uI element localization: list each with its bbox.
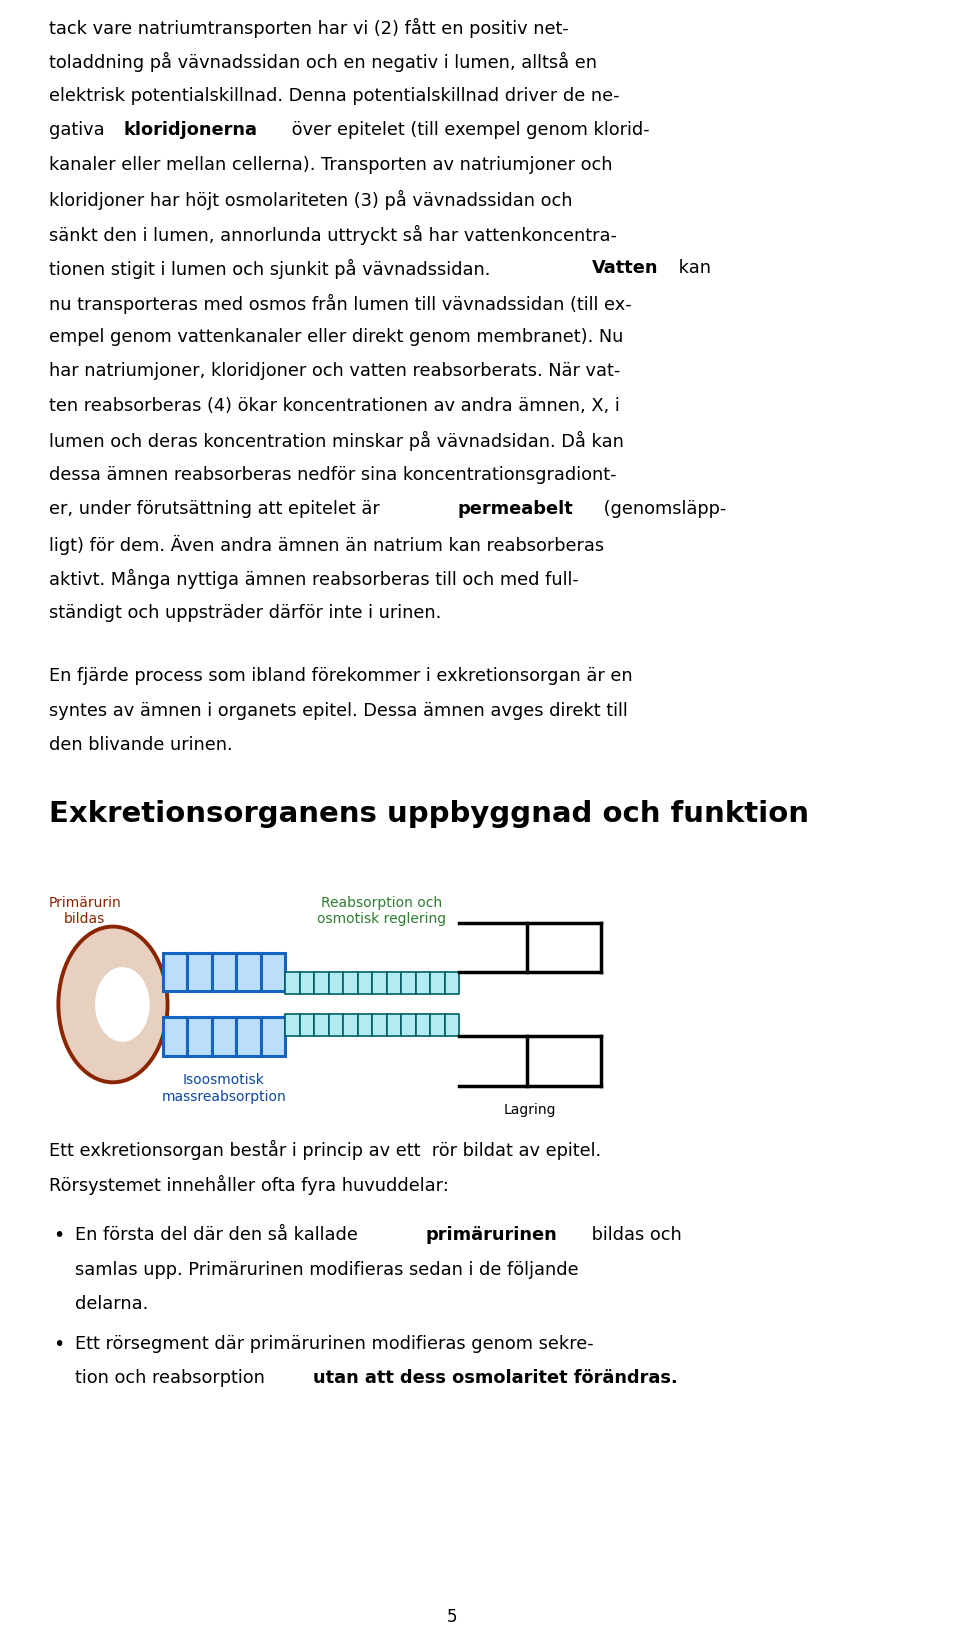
Bar (328, 1015, 344, 1037)
Bar (344, 1015, 358, 1037)
Bar (430, 1015, 444, 1037)
Text: har natriumjoner, kloridjoner och vatten reabsorberats. När vat-: har natriumjoner, kloridjoner och vatten… (49, 362, 620, 380)
Text: lumen och deras koncentration minskar på vävnadsidan. Då kan: lumen och deras koncentration minskar på… (49, 430, 624, 452)
Bar (314, 1015, 328, 1037)
Text: Ett rörsegment där primärurinen modifieras genom sekre-: Ett rörsegment där primärurinen modifier… (75, 1333, 594, 1351)
Text: (genomsläpp-: (genomsläpp- (598, 500, 727, 518)
Text: kan: kan (673, 259, 710, 277)
Bar (444, 973, 460, 994)
Text: Lagring: Lagring (504, 1102, 556, 1117)
Text: ligt) för dem. Även andra ämnen än natrium kan reabsorberas: ligt) för dem. Även andra ämnen än natri… (49, 535, 604, 554)
Text: kanaler eller mellan cellerna). Transporten av natriumjoner och: kanaler eller mellan cellerna). Transpor… (49, 155, 612, 174)
Text: ständigt och uppsträder därför inte i urinen.: ständigt och uppsträder därför inte i ur… (49, 603, 442, 621)
Bar (387, 1015, 401, 1037)
Bar (416, 973, 430, 994)
Text: elektrisk potentialskillnad. Denna potentialskillnad driver de ne-: elektrisk potentialskillnad. Denna poten… (49, 86, 619, 104)
Bar (401, 1015, 416, 1037)
Text: tionen stigit i lumen och sjunkit på vävnadssidan.: tionen stigit i lumen och sjunkit på väv… (49, 259, 496, 279)
Bar (261, 954, 285, 993)
Bar (187, 1017, 212, 1056)
Bar (328, 973, 344, 994)
Bar (430, 973, 444, 994)
Text: empel genom vattenkanaler eller direkt genom membranet). Nu: empel genom vattenkanaler eller direkt g… (49, 328, 623, 346)
Bar (187, 954, 212, 993)
Text: Rörsystemet innehåller ofta fyra huvuddelar:: Rörsystemet innehåller ofta fyra huvudde… (49, 1174, 449, 1195)
Bar (212, 1017, 236, 1056)
Text: Vatten: Vatten (592, 259, 659, 277)
Text: gativa: gativa (49, 121, 110, 139)
Text: tack vare natriumtransporten har vi (2) fått en positiv net-: tack vare natriumtransporten har vi (2) … (49, 18, 568, 37)
Bar (285, 1015, 300, 1037)
Bar (300, 1015, 314, 1037)
Bar (300, 973, 314, 994)
Bar (358, 1015, 372, 1037)
Text: Primärurin
bildas: Primärurin bildas (48, 895, 121, 926)
Bar (416, 1015, 430, 1037)
Text: ten reabsorberas (4) ökar koncentrationen av andra ämnen, X, i: ten reabsorberas (4) ökar koncentratione… (49, 396, 620, 414)
Bar (285, 973, 300, 994)
Text: nu transporteras med osmos från lumen till vävnadssidan (till ex-: nu transporteras med osmos från lumen ti… (49, 293, 632, 313)
Ellipse shape (95, 968, 150, 1042)
Bar (236, 954, 261, 993)
Text: dessa ämnen reabsorberas nedför sina koncentrationsgradiont-: dessa ämnen reabsorberas nedför sina kon… (49, 466, 616, 484)
Text: sänkt den i lumen, annorlunda uttryckt så har vattenkoncentra-: sänkt den i lumen, annorlunda uttryckt s… (49, 225, 617, 244)
Bar (261, 1017, 285, 1056)
Bar (372, 1015, 387, 1037)
Text: kloridjoner har höjt osmolariteten (3) på vävnadssidan och: kloridjoner har höjt osmolariteten (3) p… (49, 191, 572, 210)
Text: bildas och: bildas och (586, 1226, 682, 1244)
Bar (236, 1017, 261, 1056)
Text: aktivt. Många nyttiga ämnen reabsorberas till och med full-: aktivt. Många nyttiga ämnen reabsorberas… (49, 569, 579, 588)
Text: En fjärde process som ibland förekommer i exkretionsorgan är en: En fjärde process som ibland förekommer … (49, 667, 633, 685)
Bar (444, 1015, 460, 1037)
Bar (314, 973, 328, 994)
Text: permeabelt: permeabelt (458, 500, 573, 518)
Text: 5: 5 (446, 1607, 457, 1625)
Text: tion och reabsorption: tion och reabsorption (75, 1369, 271, 1387)
Bar (212, 954, 236, 993)
Bar (401, 973, 416, 994)
Text: toladdning på vävnadssidan och en negativ i lumen, alltså en: toladdning på vävnadssidan och en negati… (49, 52, 597, 72)
Text: Reabsorption och
osmotisk reglering: Reabsorption och osmotisk reglering (317, 895, 446, 926)
Text: •: • (53, 1333, 64, 1353)
Bar (283, 973, 287, 994)
Bar (358, 973, 372, 994)
Text: syntes av ämnen i organets epitel. Dessa ämnen avges direkt till: syntes av ämnen i organets epitel. Dessa… (49, 701, 628, 719)
Text: primärurinen: primärurinen (425, 1226, 558, 1244)
Text: Isoosmotisk
massreabsorption: Isoosmotisk massreabsorption (161, 1073, 286, 1104)
Text: •: • (53, 1226, 64, 1245)
Bar (163, 1017, 187, 1056)
Bar (387, 973, 401, 994)
Text: utan att dess osmolaritet förändras.: utan att dess osmolaritet förändras. (313, 1369, 678, 1387)
Text: Exkretionsorganens uppbyggnad och funktion: Exkretionsorganens uppbyggnad och funkti… (49, 799, 809, 828)
Bar (163, 954, 187, 993)
Text: er, under förutsättning att epitelet är: er, under förutsättning att epitelet är (49, 500, 385, 518)
Text: kloridjonerna: kloridjonerna (123, 121, 257, 139)
Text: En första del där den så kallade: En första del där den så kallade (75, 1226, 364, 1244)
Bar (344, 973, 358, 994)
Bar (283, 1015, 287, 1037)
Text: den blivande urinen.: den blivande urinen. (49, 735, 232, 753)
Ellipse shape (59, 927, 168, 1082)
Bar (372, 973, 387, 994)
Text: Ett exkretionsorgan består i princip av ett  rör bildat av epitel.: Ett exkretionsorgan består i princip av … (49, 1139, 601, 1159)
Text: samlas upp. Primärurinen modifieras sedan i de följande: samlas upp. Primärurinen modifieras seda… (75, 1260, 579, 1278)
Text: över epitelet (till exempel genom klorid-: över epitelet (till exempel genom klorid… (286, 121, 650, 139)
Text: delarna.: delarna. (75, 1294, 149, 1312)
